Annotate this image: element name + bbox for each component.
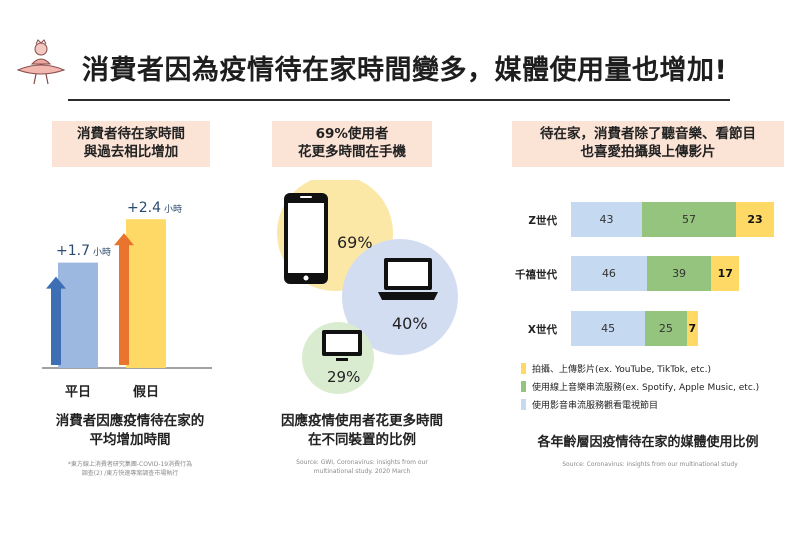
weekend-unit: 小時 (164, 205, 183, 215)
panel1-source-line2: 調查(2) /東方快速專案調查市場執行 (81, 470, 179, 477)
title-divider (68, 99, 730, 101)
weekday-arrow-icon (46, 276, 66, 365)
time-increase-chart (42, 219, 212, 369)
bar-segment-millennial-1: 39 (646, 256, 712, 291)
panel1-source-line1: *東方線上消費者研究集團-COVID-19消費行為 (67, 461, 193, 468)
legend-item-0: 拍攝、上傳影片(ex. YouTube, TikTok, etc.) (521, 362, 711, 375)
panel2-source: Source: GWI, Coronavirus: insights from … (272, 458, 452, 476)
bar-segment-millennial-0: 46 (571, 256, 647, 291)
tv-pct: 29% (327, 368, 361, 386)
bar-segment-x-gen-0: 45 (571, 311, 646, 346)
laptop-icon (378, 258, 438, 300)
panel2-footer-line2: 在不同裝置的比例 (308, 432, 416, 448)
panel1-source: *東方線上消費者研究集團-COVID-19消費行為 調查(2) /東方快速專案調… (40, 460, 220, 478)
panel1-footer: 消費者因應疫情待在家的 平均增加時間 (30, 412, 230, 450)
panel1-footer-line2: 平均增加時間 (89, 432, 171, 448)
row-label-z-gen: Z世代 (528, 215, 557, 227)
weekday-unit: 小時 (93, 248, 112, 258)
panel3-source: Source: Coronavirus: insights from our m… (562, 461, 738, 468)
legend-label: 使用線上音樂串流服務(ex. Spotify, Apple Music, etc… (532, 383, 760, 393)
legend-item-1: 使用線上音樂串流服務(ex. Spotify, Apple Music, etc… (521, 380, 759, 393)
weekend-arrow-icon (114, 233, 134, 365)
weekend-value-label: +2.4 小時 (127, 200, 182, 216)
panel1-header-line2: 與過去相比增加 (83, 144, 179, 160)
panel2-footer-line1: 因應疫情使用者花更多時間 (281, 413, 443, 429)
category-weekday: 平日 (64, 385, 91, 400)
legend-swatch (521, 381, 526, 392)
weekday-value-label: +1.7 小時 (56, 243, 111, 259)
mascot-logo-icon (16, 39, 66, 85)
category-weekend: 假日 (132, 385, 159, 400)
row-label-x-gen: X世代 (527, 324, 557, 336)
panel1-header: 消費者待在家時間 與過去相比增加 (52, 121, 210, 167)
tv-icon (322, 330, 362, 361)
bar-segment-z-gen-0: 43 (571, 202, 642, 237)
page-title: 消費者因為疫情待在家時間變多，媒體使用量也增加! (82, 55, 728, 86)
panel1-footer-line1: 消費者因應疫情待在家的 (55, 413, 205, 429)
legend-swatch (521, 363, 526, 374)
weekend-value: +2.4 (127, 200, 161, 216)
device-bubbles (277, 180, 458, 394)
panel1-header-line1: 消費者待在家時間 (77, 126, 185, 142)
legend-swatch (521, 399, 526, 410)
row-label-millennial: 千禧世代 (515, 269, 557, 281)
legend-label: 拍攝、上傳影片(ex. YouTube, TikTok, etc.) (532, 365, 711, 375)
panel2-source-line2: multinational study. 2020 March (313, 468, 411, 475)
smartphone-icon (284, 193, 328, 284)
panel2-header-line1: 69%使用者 (315, 126, 389, 142)
panel2-footer: 因應疫情使用者花更多時間 在不同裝置的比例 (252, 412, 472, 450)
weekday-value: +1.7 (56, 243, 90, 259)
weekend-bar (126, 219, 166, 368)
panel3-footer: 各年齡層因疫情待在家的媒體使用比例 (537, 435, 759, 450)
panel3-header: 待在家，消費者除了聽音樂、看節目 也喜愛拍攝與上傳影片 (512, 121, 784, 167)
laptop-pct: 40% (392, 314, 428, 333)
bar-segment-millennial-2: 17 (711, 256, 740, 291)
legend-label: 使用影音串流服務觀看電視節目 (532, 401, 659, 411)
bar-segment-x-gen-1: 25 (645, 311, 687, 346)
panel3-header-line2: 也喜愛拍攝與上傳影片 (580, 144, 716, 160)
weekday-bar (58, 262, 98, 368)
panel3-header-line1: 待在家，消費者除了聽音樂、看節目 (540, 126, 756, 142)
panel2-header-line2: 花更多時間在手機 (298, 144, 406, 160)
bar-segment-z-gen-1: 57 (641, 202, 736, 237)
bar-segment-x-gen-2: 7 (686, 311, 699, 346)
bar-segment-z-gen-2: 23 (736, 202, 774, 237)
panel2-source-line1: Source: GWI, Coronavirus: insights from … (296, 459, 428, 466)
smartphone-pct: 69% (337, 233, 373, 252)
panel2-header: 69%使用者 花更多時間在手機 (272, 121, 432, 167)
legend-item-2: 使用影音串流服務觀看電視節目 (521, 398, 658, 411)
